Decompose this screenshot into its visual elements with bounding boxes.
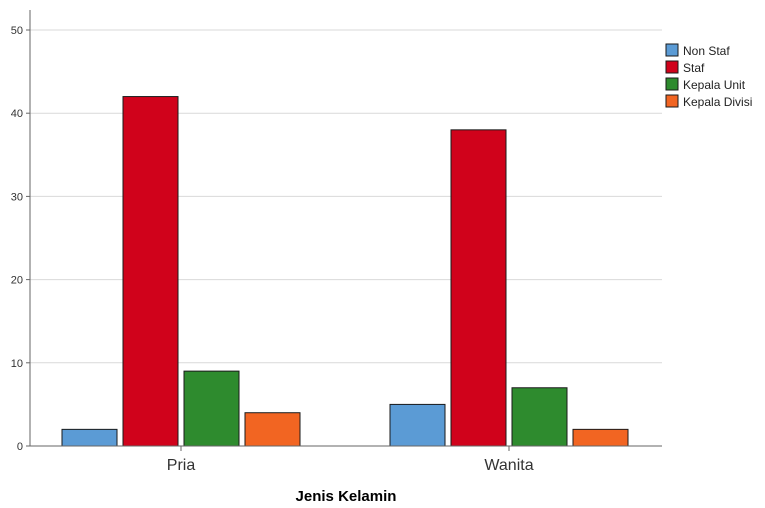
legend-swatch [665,94,679,108]
y-tick-label: 0 [17,441,23,453]
axes [29,10,662,447]
x-axis-categories: Pria Wanita [167,446,534,474]
bar-non-staf-pria [61,428,118,447]
y-tick-label: 30 [11,191,23,203]
x-category-label: Wanita [484,457,533,474]
legend-label: Non Staf [683,44,730,58]
y-tick-label: 20 [11,275,23,287]
legend-label: Staf [683,61,705,75]
legend-label: Kepala Unit [683,78,746,92]
bar-kepala-unit-pria [183,370,240,447]
y-tick-label: 10 [11,358,23,370]
bar-kepala-divisi-pria [244,412,301,447]
x-axis-title: Jenis Kelamin [296,488,397,505]
y-tick-label: 40 [11,108,23,120]
legend-swatch [665,60,679,74]
bar-staf-wanita [450,129,507,447]
bars [61,96,629,447]
legend-swatch [665,43,679,57]
x-category-label: Pria [167,457,196,474]
legend-swatch [665,77,679,91]
legend-label: Kepala Divisi [683,95,752,109]
bar-kepala-divisi-wanita [572,428,629,447]
y-tick-label: 50 [11,25,23,37]
bar-kepala-unit-wanita [511,387,568,447]
y-axis-ticks: 0 10 20 30 40 50 [11,25,30,453]
bar-staf-pria [122,96,179,447]
bar-non-staf-wanita [389,403,446,447]
legend: Non Staf Staf Kepala Unit Kepala Divisi [665,43,752,109]
